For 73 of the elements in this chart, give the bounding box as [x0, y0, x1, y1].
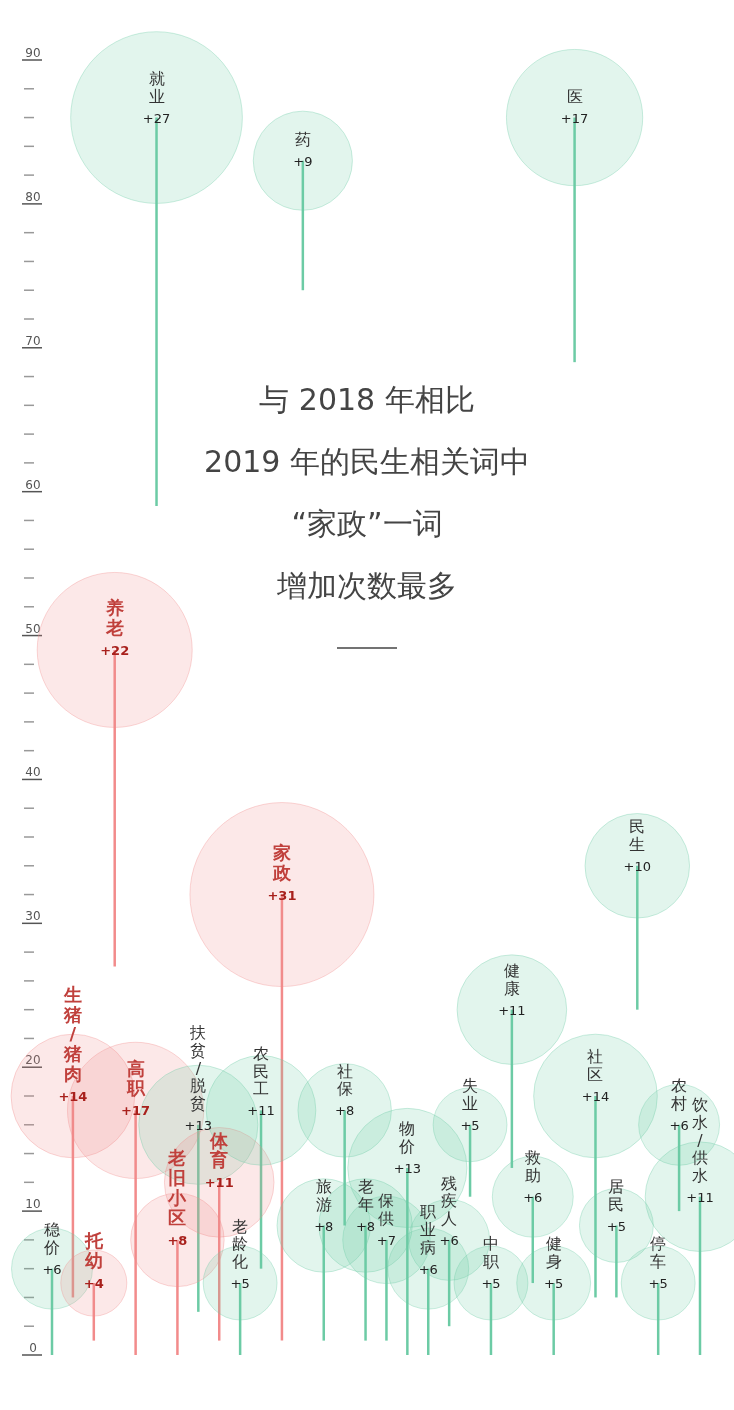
y-tick-label: 0	[29, 1341, 37, 1355]
data-label: +4	[83, 1276, 104, 1292]
data-label: +8	[335, 1103, 355, 1119]
x-tick-label: 老旧小区	[167, 1147, 188, 1228]
x-tick-label: 医	[566, 86, 583, 106]
data-label: +10	[623, 858, 652, 874]
x-tick-label: 扶贫/脱贫	[189, 1023, 207, 1113]
x-tick-label: 中职	[482, 1234, 499, 1272]
y-tick-label: 90	[25, 46, 41, 60]
x-tick-label: 健康	[503, 961, 520, 998]
data-label: +6	[523, 1189, 543, 1205]
data-label: +7	[376, 1232, 397, 1248]
data-label: +6	[418, 1261, 438, 1277]
data-label: +5	[606, 1218, 626, 1234]
data-label: +11	[498, 1002, 526, 1018]
data-label: +5	[544, 1276, 564, 1292]
data-label: +17	[560, 110, 589, 126]
y-tick-label: 30	[25, 909, 41, 924]
data-label: +11	[247, 1103, 275, 1119]
data-label: +22	[100, 642, 130, 658]
x-tick-label: 高职	[125, 1057, 146, 1099]
x-tick-label: 农民工	[253, 1044, 270, 1099]
x-tick-label: 救助	[523, 1148, 541, 1185]
y-tick-label: 10	[25, 1197, 41, 1212]
y-tick-label: 50	[25, 621, 41, 636]
data-label: +8	[314, 1218, 334, 1234]
data-label: +17	[121, 1103, 151, 1119]
x-tick-label: 物价	[398, 1119, 416, 1156]
x-tick-label: 养老	[104, 597, 124, 638]
x-tick-label: 职业病	[420, 1202, 437, 1257]
x-tick-label: 饮水/供水	[691, 1095, 708, 1185]
data-label: +13	[393, 1160, 422, 1176]
y-tick-label: 80	[25, 189, 41, 204]
data-label: +27	[142, 110, 171, 126]
data-label: +6	[669, 1117, 689, 1133]
x-tick-label: 生猪/猪肉	[62, 983, 82, 1084]
heading: 与 2018 年相比 2019 年的民生相关词中 “家政”一词 增加次数最多	[204, 382, 530, 603]
x-tick-label: 民生	[629, 817, 646, 854]
x-tick-label: 托幼	[83, 1230, 104, 1272]
y-tick-label: 20	[25, 1053, 41, 1068]
data-label: +14	[581, 1089, 610, 1104]
data-label: +6	[42, 1261, 62, 1277]
x-tick-label: 老龄化	[232, 1216, 249, 1272]
x-tick-label: 停车	[650, 1234, 667, 1272]
x-tick-label: 旅游	[315, 1176, 332, 1214]
x-tick-label: 就业	[148, 68, 165, 106]
x-tick-label: 居民	[608, 1176, 625, 1214]
data-label: +14	[58, 1089, 88, 1104]
x-tick-label: 老年	[357, 1176, 374, 1214]
y-tick-label: 70	[25, 333, 41, 348]
x-tick-label: 残疾人	[441, 1173, 458, 1228]
y-tick-label: 40	[25, 765, 41, 780]
data-label: +9	[293, 153, 313, 169]
data-label: +6	[439, 1232, 459, 1248]
data-label: +31	[267, 887, 297, 903]
x-tick-label: 农村	[670, 1076, 688, 1113]
data-label: +5	[460, 1117, 480, 1133]
data-label: +5	[481, 1276, 501, 1292]
x-tick-label: 健身	[545, 1234, 562, 1272]
data-label: +5	[648, 1276, 668, 1292]
data-label: +11	[204, 1175, 234, 1191]
data-label: +11	[686, 1189, 714, 1205]
x-tick-label: 药	[294, 129, 311, 149]
data-label: +5	[230, 1276, 250, 1292]
x-tick-label: 失业	[462, 1076, 479, 1113]
x-tick-label: 社区	[587, 1047, 604, 1084]
y-tick-label: 60	[25, 477, 41, 492]
x-tick-label: 稳价	[43, 1220, 60, 1257]
data-label: +8	[167, 1232, 188, 1248]
x-tick-label: 保供	[378, 1191, 395, 1228]
x-tick-label: 社保	[336, 1061, 353, 1099]
data-label: +8	[355, 1218, 376, 1234]
x-tick-label: 家政	[271, 841, 292, 883]
